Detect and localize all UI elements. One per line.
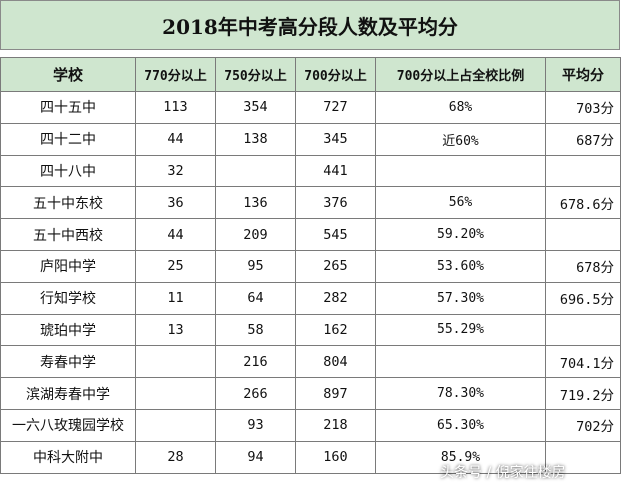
count-700-cell: 727 <box>295 91 376 124</box>
count-750-cell: 216 <box>215 345 296 379</box>
school-cell: 四十二中 <box>0 122 136 156</box>
table-row: 琥珀中学 13 58 162 55.29% <box>0 313 621 347</box>
count-750-cell: 95 <box>215 249 296 283</box>
table-row: 庐阳中学 25 95 265 53.60% 678分 <box>0 249 621 283</box>
count-770-cell: 44 <box>135 218 216 251</box>
ratio-cell: 53.60% <box>375 249 546 283</box>
ratio-cell: 57.30% <box>375 281 546 315</box>
school-cell: 一六八玫瑰园学校 <box>0 408 136 442</box>
count-700-cell: 160 <box>295 440 376 474</box>
count-750-cell: 58 <box>215 313 296 347</box>
watermark: 头条号 / 倪家往楼房 <box>440 462 566 482</box>
count-750-cell: 64 <box>215 281 296 315</box>
average-cell <box>545 154 621 188</box>
header-row: 学校 770分以上 750分以上 700分以上 700分以上占全校比例 平均分 <box>0 57 621 92</box>
table-row: 行知学校 11 64 282 57.30% 696.5分 <box>0 281 621 315</box>
column-header-school: 学校 <box>0 57 136 92</box>
count-700-cell: 282 <box>295 281 376 315</box>
count-700-cell: 162 <box>295 313 376 347</box>
table-row: 一六八玫瑰园学校 93 218 65.30% 702分 <box>0 408 621 442</box>
count-770-cell: 113 <box>135 91 216 124</box>
average-cell: 678分 <box>545 249 621 283</box>
ratio-cell: 59.20% <box>375 218 546 251</box>
school-cell: 五十中西校 <box>0 218 136 251</box>
count-700-cell: 218 <box>295 408 376 442</box>
school-cell: 行知学校 <box>0 281 136 315</box>
table-row: 滨湖寿春中学 266 897 78.30% 719.2分 <box>0 377 621 410</box>
ratio-cell <box>375 154 546 188</box>
count-700-cell: 441 <box>295 154 376 188</box>
count-770-cell: 32 <box>135 154 216 188</box>
school-cell: 四十五中 <box>0 91 136 124</box>
school-cell: 中科大附中 <box>0 440 136 474</box>
count-750-cell: 94 <box>215 440 296 474</box>
count-750-cell <box>215 154 296 188</box>
ratio-cell: 56% <box>375 186 546 220</box>
table-row: 中科大附中 28 94 160 85.9% <box>0 440 621 474</box>
table-row: 五十中西校 44 209 545 59.20% <box>0 218 621 251</box>
count-700-cell: 545 <box>295 218 376 251</box>
average-cell: 687分 <box>545 122 621 156</box>
school-cell: 滨湖寿春中学 <box>0 377 136 410</box>
ratio-cell: 55.29% <box>375 313 546 347</box>
count-770-cell: 44 <box>135 122 216 156</box>
column-header-750: 750分以上 <box>215 57 296 92</box>
count-700-cell: 897 <box>295 377 376 410</box>
table-row: 四十八中 32 441 <box>0 154 621 188</box>
column-header-770: 770分以上 <box>135 57 216 92</box>
ratio-cell: 78.30% <box>375 377 546 410</box>
count-770-cell: 11 <box>135 281 216 315</box>
ratio-cell: 65.30% <box>375 408 546 442</box>
count-770-cell: 13 <box>135 313 216 347</box>
count-700-cell: 376 <box>295 186 376 220</box>
count-750-cell: 138 <box>215 122 296 156</box>
column-header-700: 700分以上 <box>295 57 376 92</box>
average-cell: 696.5分 <box>545 281 621 315</box>
table-row: 四十五中 113 354 727 68% 703分 <box>0 91 621 124</box>
ratio-cell: 68% <box>375 91 546 124</box>
school-cell: 庐阳中学 <box>0 249 136 283</box>
ratio-cell <box>375 345 546 379</box>
column-header-ratio: 700分以上占全校比例 <box>375 57 546 92</box>
column-header-average: 平均分 <box>545 57 621 92</box>
count-750-cell: 266 <box>215 377 296 410</box>
average-cell <box>545 313 621 347</box>
count-770-cell: 36 <box>135 186 216 220</box>
school-cell: 五十中东校 <box>0 186 136 220</box>
watermark-text: 头条号 / 倪家往楼房 <box>440 465 566 481</box>
school-cell: 寿春中学 <box>0 345 136 379</box>
average-cell <box>545 440 621 474</box>
count-750-cell: 136 <box>215 186 296 220</box>
table-row: 五十中东校 36 136 376 56% 678.6分 <box>0 186 621 220</box>
average-cell: 702分 <box>545 408 621 442</box>
count-770-cell: 28 <box>135 440 216 474</box>
ratio-cell: 近60% <box>375 122 546 156</box>
score-table: 学校 770分以上 750分以上 700分以上 700分以上占全校比例 平均分 … <box>0 57 621 474</box>
table-title: 2018年中考高分段人数及平均分 <box>0 0 620 50</box>
count-770-cell <box>135 345 216 379</box>
count-700-cell: 265 <box>295 249 376 283</box>
table-body: 四十五中 113 354 727 68% 703分 四十二中 44 138 345 近60% 687分… <box>0 91 621 474</box>
count-770-cell <box>135 408 216 442</box>
table-row: 寿春中学 216 804 704.1分 <box>0 345 621 379</box>
count-700-cell: 345 <box>295 122 376 156</box>
average-cell: 703分 <box>545 91 621 124</box>
average-cell: 704.1分 <box>545 345 621 379</box>
school-cell: 四十八中 <box>0 154 136 188</box>
count-750-cell: 209 <box>215 218 296 251</box>
average-cell <box>545 218 621 251</box>
average-cell: 719.2分 <box>545 377 621 410</box>
count-750-cell: 354 <box>215 91 296 124</box>
average-cell: 678.6分 <box>545 186 621 220</box>
count-700-cell: 804 <box>295 345 376 379</box>
count-770-cell: 25 <box>135 249 216 283</box>
count-770-cell <box>135 377 216 410</box>
count-750-cell: 93 <box>215 408 296 442</box>
table-row: 四十二中 44 138 345 近60% 687分 <box>0 122 621 156</box>
school-cell: 琥珀中学 <box>0 313 136 347</box>
